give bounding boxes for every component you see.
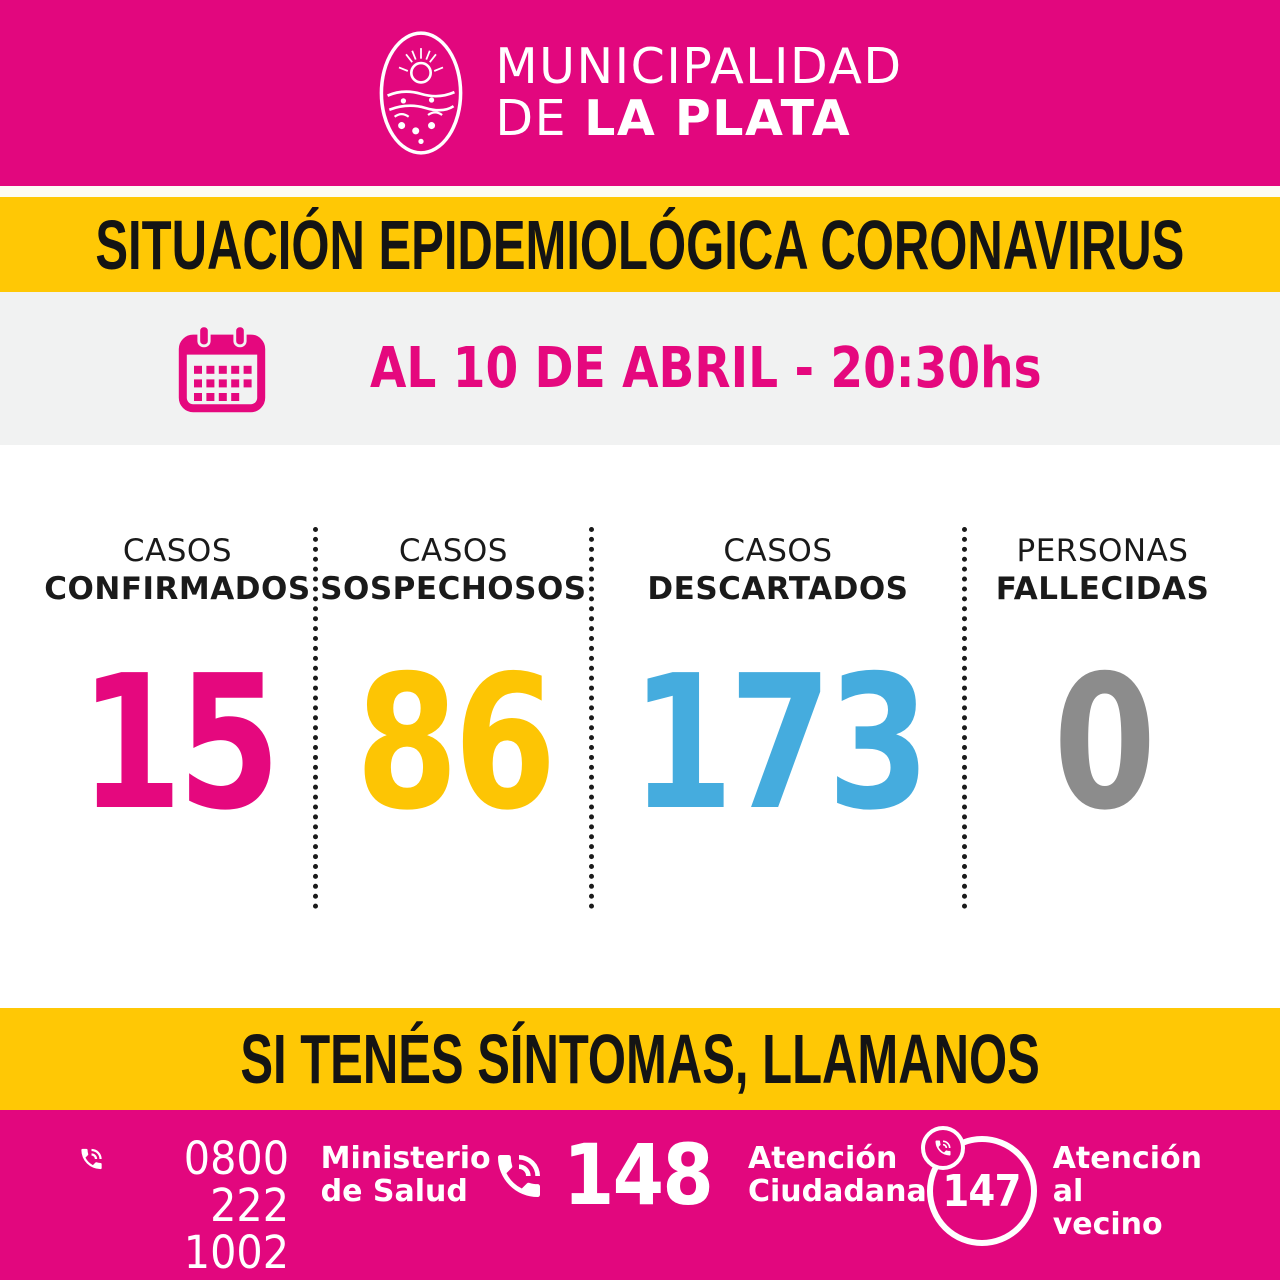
contact-number: 0800 222 1002 — [183, 1132, 290, 1279]
page-title: SITUACIÓN EPIDEMIOLÓGICA CORONAVIRUS — [95, 205, 1185, 284]
report-date: AL 10 DE ABRIL - 20:30hs — [370, 336, 1042, 401]
calendar-icon — [179, 323, 266, 412]
stat-label: CASOS DESCARTADOS — [647, 533, 909, 607]
phone-circle-badge-icon: 147 — [920, 1126, 1037, 1246]
column-divider — [312, 527, 318, 909]
contact-ministerio: 0800 222 1002 Ministerio de Salud — [78, 1132, 491, 1279]
stat-value: 0 — [1053, 634, 1156, 851]
org-name-line2: DE LA PLATA — [495, 90, 852, 147]
footer-contacts: 0800 222 1002 Ministerio de Salud 148 At… — [0, 1110, 1280, 1280]
stat-discarded: CASOS DESCARTADOS 173 — [594, 445, 962, 1008]
stats-section: CASOS CONFIRMADOS 15 CASOS SOSPECHOSOS 8… — [0, 445, 1280, 1008]
circle-ring: 147 — [926, 1136, 1037, 1246]
header: MUNICIPALIDAD DE LA PLATA — [0, 0, 1280, 186]
header-separator — [0, 186, 1280, 197]
title-banner: SITUACIÓN EPIDEMIOLÓGICA CORONAVIRUS — [0, 197, 1280, 292]
date-bar: AL 10 DE ABRIL - 20:30hs — [0, 292, 1280, 445]
stat-value: 15 — [79, 634, 280, 851]
symptoms-banner-text: SI TENÉS SÍNTOMAS, LLAMANOS — [240, 1020, 1040, 1098]
org-name: MUNICIPALIDAD DE LA PLATA — [495, 41, 902, 145]
stat-label: PERSONAS FALLECIDAS — [995, 533, 1210, 607]
phone-waves-icon — [81, 1148, 102, 1170]
stat-label: CASOS SOSPECHOSOS — [320, 533, 587, 607]
municipal-crest-logo — [380, 31, 463, 155]
contact-label: Ministerio de Salud — [320, 1141, 491, 1209]
contact-number: 148 — [562, 1126, 714, 1224]
mini-phone-icon — [920, 1126, 965, 1170]
contact-atencion-ciudadana: 148 Atención Ciudadana — [491, 1126, 927, 1224]
stat-deceased: PERSONAS FALLECIDAS 0 — [967, 445, 1238, 1008]
stat-value: 173 — [630, 634, 930, 851]
stat-confirmed: CASOS CONFIRMADOS 15 — [42, 445, 313, 1008]
symptoms-banner: SI TENÉS SÍNTOMAS, LLAMANOS — [0, 1008, 1280, 1110]
contact-label: Atención al vecino — [1052, 1141, 1202, 1242]
stat-value: 86 — [355, 634, 556, 851]
column-divider — [588, 527, 594, 909]
contact-number: 147 — [942, 1165, 1022, 1217]
phone-waves-icon — [497, 1155, 540, 1197]
column-divider — [962, 527, 968, 909]
contact-atencion-vecino: 147 Atención al vecino — [920, 1126, 1202, 1246]
stat-suspected: CASOS SOSPECHOSOS 86 — [318, 445, 589, 1008]
stat-label: CASOS CONFIRMADOS — [44, 533, 311, 607]
contact-label: Atención Ciudadana — [748, 1141, 927, 1209]
org-name-line1: MUNICIPALIDAD — [495, 38, 903, 96]
